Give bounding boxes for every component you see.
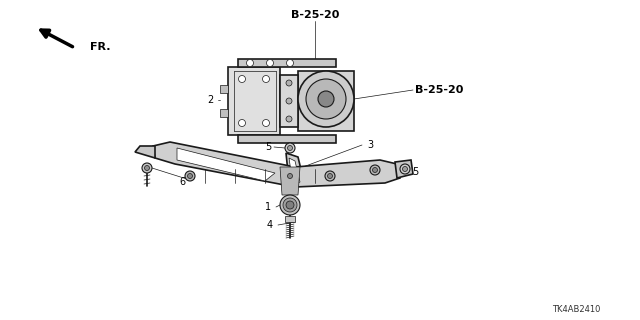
Circle shape: [285, 171, 295, 181]
Circle shape: [185, 171, 195, 181]
Polygon shape: [135, 146, 155, 158]
Circle shape: [262, 119, 269, 126]
Text: B-25-20: B-25-20: [415, 85, 463, 95]
Text: 6: 6: [179, 177, 185, 187]
Circle shape: [188, 173, 193, 179]
Polygon shape: [220, 85, 228, 93]
Circle shape: [318, 91, 334, 107]
Polygon shape: [298, 71, 354, 131]
Text: 5: 5: [265, 142, 271, 152]
Circle shape: [287, 146, 292, 150]
Circle shape: [239, 76, 246, 83]
Circle shape: [286, 116, 292, 122]
Circle shape: [287, 173, 292, 179]
Circle shape: [239, 119, 246, 126]
Circle shape: [306, 79, 346, 119]
Polygon shape: [177, 148, 275, 181]
FancyArrowPatch shape: [41, 30, 72, 47]
Text: B-25-20: B-25-20: [291, 10, 339, 20]
Polygon shape: [238, 59, 336, 67]
Text: 3: 3: [367, 140, 373, 150]
Circle shape: [328, 173, 333, 179]
Text: 5: 5: [412, 167, 418, 177]
Polygon shape: [289, 158, 300, 185]
Text: 4: 4: [267, 220, 273, 230]
Polygon shape: [280, 75, 298, 127]
Polygon shape: [280, 167, 300, 195]
Circle shape: [286, 80, 292, 86]
Text: TK4AB2410: TK4AB2410: [552, 306, 600, 315]
Polygon shape: [238, 135, 336, 143]
Polygon shape: [153, 142, 400, 187]
Circle shape: [372, 167, 378, 172]
Circle shape: [246, 60, 253, 67]
Text: FR.: FR.: [90, 42, 111, 52]
Circle shape: [298, 71, 354, 127]
Circle shape: [286, 98, 292, 104]
Text: 2: 2: [207, 95, 213, 105]
Circle shape: [325, 171, 335, 181]
Circle shape: [400, 164, 410, 174]
Circle shape: [280, 195, 300, 215]
Polygon shape: [286, 153, 303, 182]
Polygon shape: [285, 216, 295, 222]
Circle shape: [145, 165, 150, 171]
Circle shape: [142, 163, 152, 173]
Circle shape: [266, 60, 273, 67]
Circle shape: [262, 76, 269, 83]
Text: 1: 1: [265, 202, 271, 212]
Circle shape: [370, 165, 380, 175]
Circle shape: [287, 60, 294, 67]
Circle shape: [403, 166, 408, 172]
Circle shape: [286, 201, 294, 209]
Polygon shape: [395, 160, 413, 178]
Polygon shape: [228, 67, 280, 135]
Circle shape: [285, 143, 295, 153]
Polygon shape: [220, 109, 228, 117]
Circle shape: [283, 198, 297, 212]
